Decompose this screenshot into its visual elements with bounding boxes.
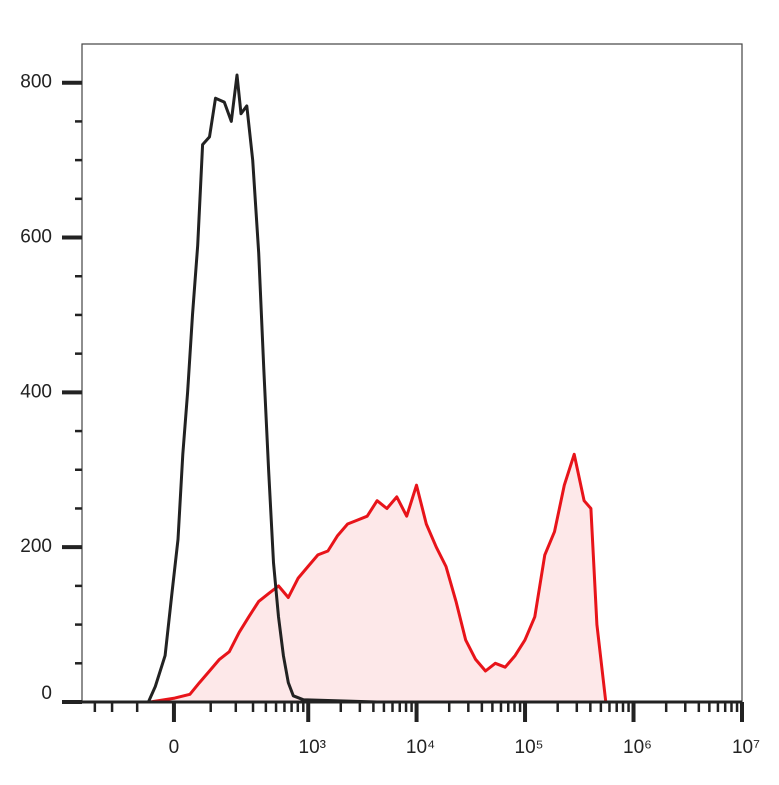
- y-tick-label: 800: [20, 72, 52, 93]
- y-tick-label: 0: [41, 683, 52, 704]
- x-tick-label: 10³: [299, 737, 326, 758]
- x-tick-label: 10⁶: [623, 737, 652, 758]
- y-tick-label: 600: [20, 227, 52, 248]
- plot-area: [147, 73, 608, 704]
- x-tick-label: 0: [169, 737, 180, 758]
- y-tick-label: 400: [20, 381, 52, 402]
- x-tick-label: 10⁷: [732, 737, 760, 758]
- x-tick-label: 10⁵: [515, 737, 544, 758]
- y-tick-label: 200: [20, 536, 52, 557]
- histogram-line: [149, 452, 608, 704]
- x-tick-label: 10⁴: [406, 737, 435, 758]
- area-fill: [150, 454, 606, 702]
- histogram-line: [147, 73, 378, 704]
